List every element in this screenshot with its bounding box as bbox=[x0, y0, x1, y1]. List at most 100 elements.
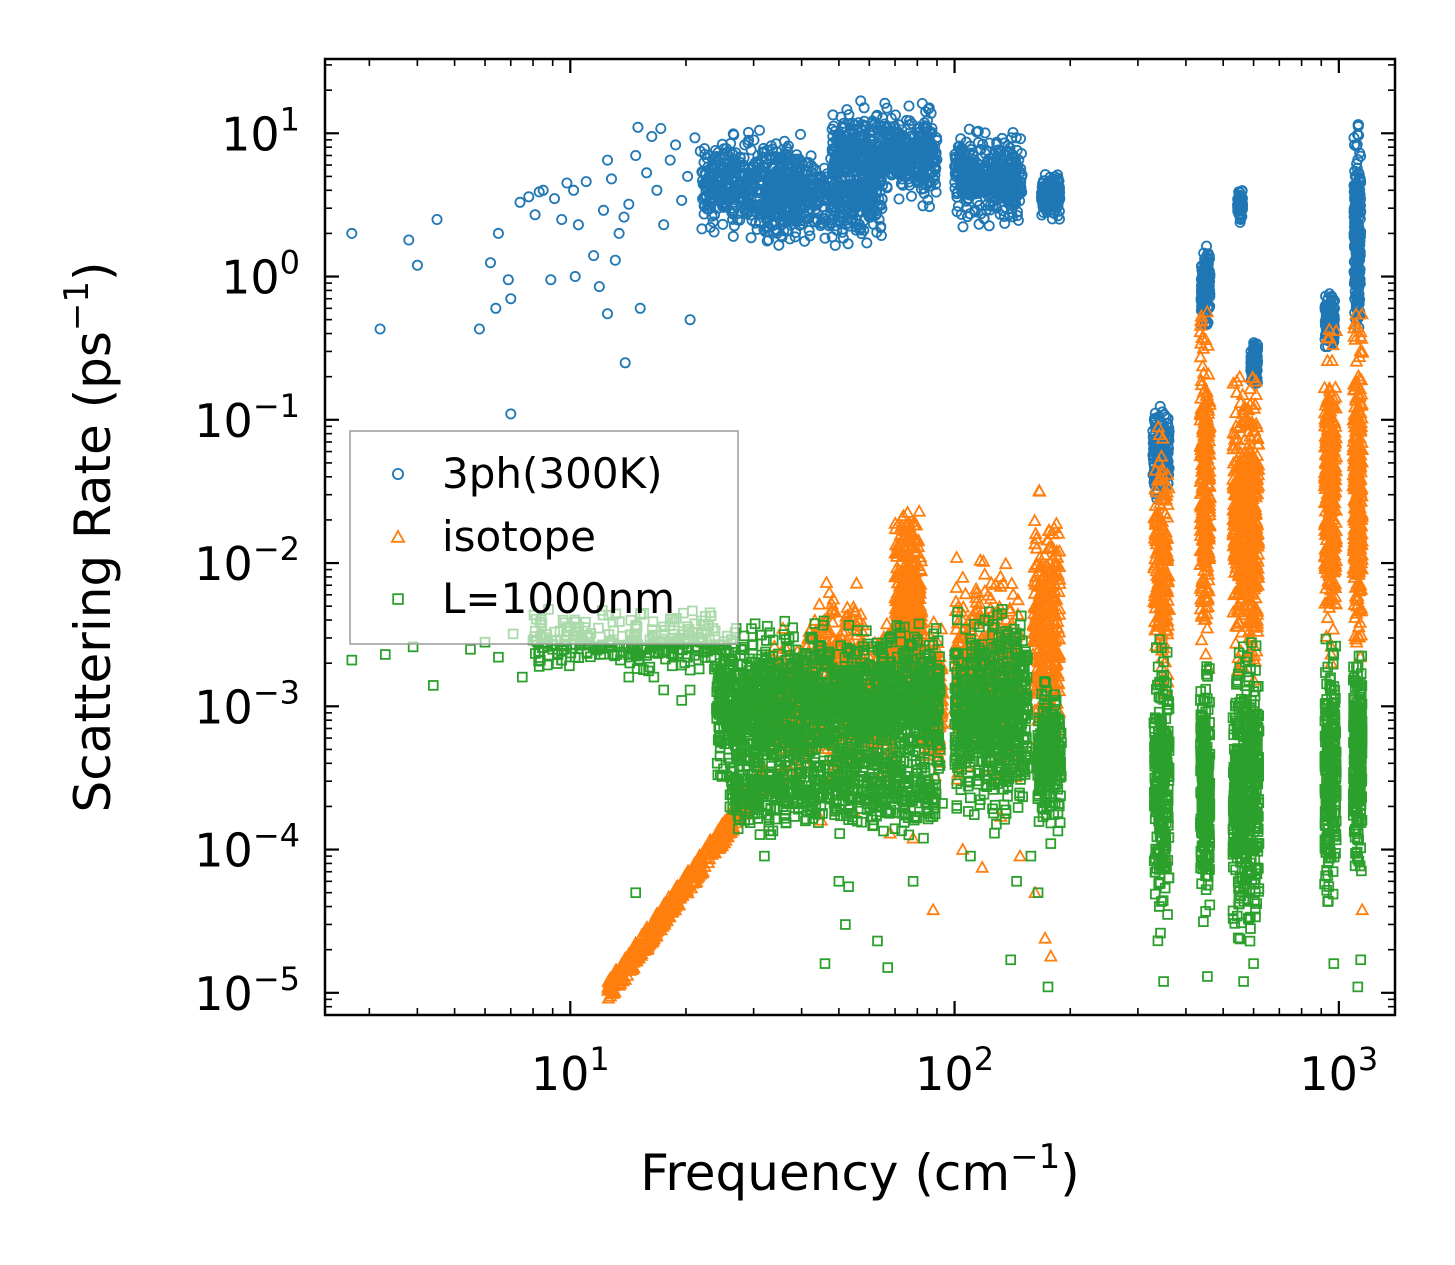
data-point bbox=[346, 227, 358, 239]
data-point bbox=[819, 575, 834, 588]
data-point bbox=[707, 216, 719, 228]
data-point bbox=[704, 221, 716, 233]
data-point bbox=[613, 227, 625, 239]
data-point bbox=[473, 323, 485, 335]
data-point bbox=[722, 154, 734, 166]
data-point bbox=[973, 218, 985, 230]
data-point bbox=[734, 214, 746, 226]
data-point bbox=[699, 143, 711, 155]
data-point bbox=[561, 177, 573, 189]
data-point bbox=[572, 219, 584, 231]
data-point bbox=[975, 860, 990, 873]
data-point bbox=[732, 207, 744, 219]
data-point bbox=[819, 232, 831, 244]
data-point bbox=[789, 231, 801, 243]
data-point bbox=[698, 156, 710, 168]
data-point bbox=[602, 154, 614, 166]
data-point bbox=[618, 211, 630, 223]
data-point bbox=[755, 153, 767, 165]
data-point bbox=[709, 144, 721, 156]
data-point bbox=[684, 314, 696, 326]
data-point bbox=[731, 159, 743, 171]
data-point bbox=[658, 219, 670, 231]
data-point bbox=[593, 281, 605, 293]
data-point bbox=[431, 213, 443, 225]
data-point bbox=[545, 274, 557, 286]
data-point bbox=[711, 173, 723, 185]
data-point bbox=[700, 173, 712, 185]
data-point bbox=[829, 239, 841, 251]
data-band bbox=[1348, 119, 1367, 333]
data-point bbox=[1043, 948, 1058, 962]
data-point bbox=[598, 204, 610, 216]
data-point bbox=[634, 302, 646, 314]
data-point bbox=[789, 211, 801, 223]
data-point bbox=[912, 503, 927, 517]
data-point bbox=[796, 157, 808, 169]
data-point bbox=[742, 163, 754, 175]
data-point bbox=[750, 156, 762, 168]
data-point bbox=[903, 100, 915, 112]
data-point bbox=[619, 357, 631, 369]
data-points-layer bbox=[346, 95, 1370, 1004]
data-point bbox=[699, 167, 711, 179]
data-band bbox=[1035, 169, 1066, 225]
data-point bbox=[569, 270, 581, 282]
data-point bbox=[771, 195, 783, 207]
data-point bbox=[670, 139, 682, 151]
data-point bbox=[983, 220, 995, 232]
data-point bbox=[812, 596, 827, 610]
data-point bbox=[556, 213, 568, 225]
data-point bbox=[718, 143, 730, 155]
data-point bbox=[1355, 902, 1370, 916]
data-point bbox=[745, 232, 757, 244]
data-point bbox=[754, 124, 766, 136]
data-point bbox=[722, 187, 734, 199]
data-point bbox=[729, 189, 741, 201]
data-point bbox=[705, 182, 717, 194]
data-point bbox=[700, 191, 712, 203]
data-point bbox=[758, 142, 770, 154]
data-point bbox=[926, 614, 941, 628]
data-point bbox=[926, 902, 941, 916]
data-point bbox=[747, 176, 759, 188]
data-point bbox=[646, 130, 658, 142]
data-point bbox=[730, 147, 742, 159]
data-point bbox=[754, 216, 766, 228]
data-point bbox=[743, 134, 755, 146]
data-point bbox=[505, 293, 517, 305]
data-point bbox=[760, 168, 772, 180]
data-point bbox=[795, 128, 807, 140]
data-point bbox=[849, 575, 864, 589]
data-point bbox=[682, 170, 694, 182]
data-point bbox=[748, 134, 760, 146]
data-point bbox=[742, 195, 754, 207]
data-point bbox=[505, 408, 517, 420]
data-point bbox=[1012, 848, 1028, 862]
data-point bbox=[606, 173, 618, 185]
data-point bbox=[957, 221, 969, 233]
data-point bbox=[763, 173, 775, 185]
data-point bbox=[893, 193, 905, 205]
data-band bbox=[949, 123, 1028, 233]
data-point bbox=[1154, 400, 1166, 412]
data-point bbox=[727, 230, 739, 242]
data-point bbox=[799, 235, 811, 247]
data-point bbox=[609, 254, 621, 266]
data-point bbox=[588, 250, 600, 262]
data-point bbox=[728, 129, 740, 141]
data-point bbox=[568, 184, 580, 196]
data-point bbox=[1038, 930, 1053, 944]
data-point bbox=[717, 201, 729, 213]
data-point bbox=[999, 217, 1011, 229]
data-point bbox=[523, 191, 535, 203]
data-point bbox=[580, 176, 592, 188]
data-point bbox=[630, 149, 642, 161]
data-point bbox=[641, 167, 653, 179]
data-point bbox=[745, 209, 757, 221]
data-point bbox=[779, 135, 791, 147]
data-point bbox=[743, 126, 755, 138]
data-point bbox=[549, 193, 561, 205]
data-point bbox=[906, 190, 918, 202]
